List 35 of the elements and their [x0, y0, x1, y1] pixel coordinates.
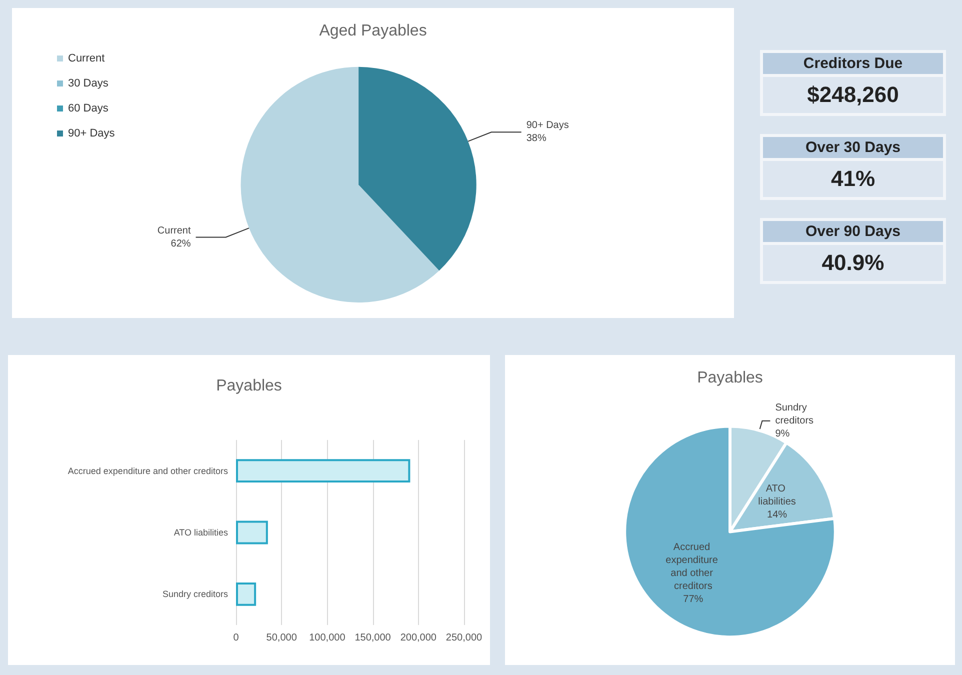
data-label: 9% [775, 428, 790, 440]
legend-label: 60 Days [68, 102, 109, 114]
data-label: 38% [526, 133, 546, 144]
data-label: 62% [170, 238, 191, 250]
slice-label: ATO liabilities [758, 483, 796, 508]
y-tick-label: Accrued expenditure and other creditors [68, 466, 228, 476]
text: 40.9% [763, 245, 943, 281]
text: Over 30 Days [763, 137, 943, 158]
x-tick-label: 0 [233, 632, 240, 644]
text: 41% [763, 161, 943, 197]
slice-label: 90+ Days [526, 120, 569, 132]
slice-label: Sundry creditors [775, 402, 814, 426]
data-label: 14% [767, 509, 788, 520]
text: Over 90 Days [763, 221, 943, 242]
y-tick-label: ATO liabilities [174, 528, 228, 538]
slice-label: Accrued expenditure and other creditors [666, 542, 721, 592]
slice-label: Current [157, 225, 191, 236]
text: Creditors Due [763, 53, 943, 74]
bar [236, 459, 410, 483]
y-tick-label: Sundry creditors [162, 589, 228, 600]
legend-label: 90+ Days [68, 128, 116, 140]
text: $248,260 [763, 77, 943, 113]
x-tick-label: 250,000 [446, 632, 483, 644]
legend-label: 30 Days [68, 78, 109, 90]
x-tick-label: 150,000 [354, 632, 392, 644]
chart-title: Payables [216, 378, 282, 394]
chart-title: Aged Payables [319, 22, 427, 40]
legend-label: Current [68, 52, 105, 64]
bar [236, 520, 268, 544]
chart-title: Payables [697, 370, 763, 386]
x-tick-label: 200,000 [400, 632, 437, 644]
data-label: 77% [683, 594, 704, 605]
bar [236, 582, 256, 606]
x-tick-label: 100,000 [309, 632, 346, 644]
x-tick-label: 50,000 [266, 632, 298, 644]
